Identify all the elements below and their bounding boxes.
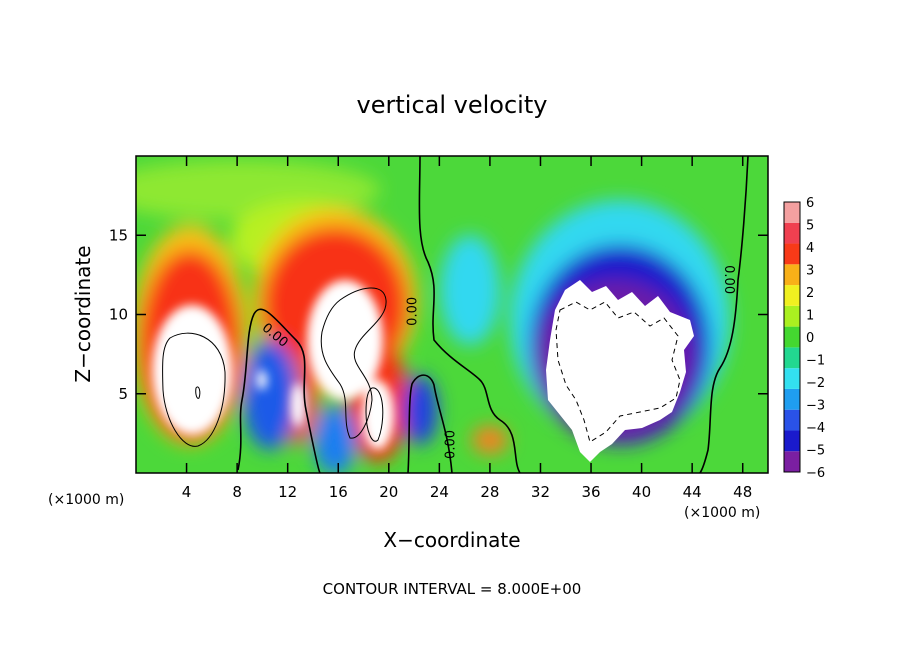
colorbar-label: 5 xyxy=(806,219,814,234)
colorbar-swatch xyxy=(784,368,800,389)
contour-updraft-left xyxy=(162,332,226,447)
colorbar-swatch xyxy=(784,305,800,327)
x-tick-label: 44 xyxy=(683,483,702,501)
y-axis-label: Z−coordinate xyxy=(71,245,95,382)
colorbar-label: −1 xyxy=(806,354,825,369)
velocity-field: 0.000.000.000.00 xyxy=(136,156,768,473)
colorbar-swatch xyxy=(784,347,800,369)
updraft-right-core xyxy=(362,380,394,450)
contour-label: 0.00 xyxy=(444,430,459,459)
colorbar-label: −3 xyxy=(806,399,825,414)
x-tick-label: 32 xyxy=(531,483,550,501)
colorbar-label: −4 xyxy=(806,421,825,436)
downdraft-center-blue xyxy=(313,405,357,473)
contour-label: 0.00 xyxy=(406,297,421,326)
colorbar-label: 3 xyxy=(806,264,814,279)
colorbar-swatch xyxy=(784,388,800,410)
colorbar-frame xyxy=(783,201,801,473)
colorbar: −6 −5 −4 −3 −2 −1 0 1 2 3 4 5 6 xyxy=(783,196,825,481)
downdraft-mid-blue xyxy=(402,375,438,445)
downdraft-small-blue xyxy=(242,340,298,450)
x-tick-label: 4 xyxy=(182,483,192,501)
colorbar-label: −2 xyxy=(806,376,825,391)
contour-label: 0.00 xyxy=(721,265,736,294)
colorbar-label: 0 xyxy=(806,331,814,346)
x-tick-label: 8 xyxy=(232,483,242,501)
y-tick-label: 15 xyxy=(109,226,128,244)
zero-contour-mid xyxy=(407,374,453,473)
contour-updraft-center xyxy=(320,287,387,439)
updraft-small-core xyxy=(291,383,305,427)
x-tick-label: 48 xyxy=(733,483,752,501)
colorbar-swatch xyxy=(784,326,800,348)
x-unit-left: (×1000 m) xyxy=(48,492,124,508)
y-tick-label: 10 xyxy=(109,306,128,324)
x-unit-right: (×1000 m) xyxy=(684,505,760,521)
updraft-center-core xyxy=(307,280,383,400)
colorbar-swatch xyxy=(784,430,800,452)
zero-contour-center xyxy=(418,156,521,473)
contour-interval-note: CONTOUR INTERVAL = 8.000E+00 xyxy=(323,580,582,598)
contour-updraft-left-inner xyxy=(195,386,201,399)
x-tick-label: 40 xyxy=(632,483,651,501)
colorbar-swatch xyxy=(784,451,800,472)
y-axis: 5 10 15 xyxy=(109,226,768,403)
x-tick-label: 36 xyxy=(581,483,600,501)
colorbar-label: −6 xyxy=(806,466,825,481)
bottom-red-patch xyxy=(472,426,508,454)
y-tick-label: 5 xyxy=(118,385,128,403)
colorbar-swatch xyxy=(784,243,800,265)
downdraft-large-core xyxy=(546,280,694,462)
colorbar-swatch xyxy=(784,285,800,306)
x-tick-label: 16 xyxy=(329,483,348,501)
zero-contour-left xyxy=(237,308,321,473)
colorbar-label: 1 xyxy=(806,309,814,324)
contour-downdraft-dashed xyxy=(555,301,681,443)
x-tick-label: 20 xyxy=(379,483,398,501)
updraft-left-core xyxy=(152,305,232,435)
colorbar-swatch xyxy=(784,222,800,244)
updraft-tiny-core xyxy=(257,370,267,390)
x-axis-label: X−coordinate xyxy=(383,528,520,552)
downdraft-cyan xyxy=(440,235,500,345)
x-tick-label: 24 xyxy=(430,483,449,501)
contour-updraft-right xyxy=(365,387,384,442)
colorbar-swatch xyxy=(784,202,800,223)
colorbar-label: −5 xyxy=(806,444,825,459)
colorbar-swatch xyxy=(784,409,800,431)
x-axis: 4 8 12 16 20 24 28 32 36 40 44 48 xyxy=(182,156,752,501)
chart-title: vertical velocity xyxy=(357,91,548,119)
colorbar-label: 2 xyxy=(806,286,814,301)
x-tick-label: 12 xyxy=(278,483,297,501)
zero-contour-right xyxy=(699,156,749,473)
x-tick-label: 28 xyxy=(480,483,499,501)
colorbar-label: 6 xyxy=(806,196,814,211)
colorbar-label: 4 xyxy=(806,241,814,256)
colorbar-swatch xyxy=(784,264,800,286)
